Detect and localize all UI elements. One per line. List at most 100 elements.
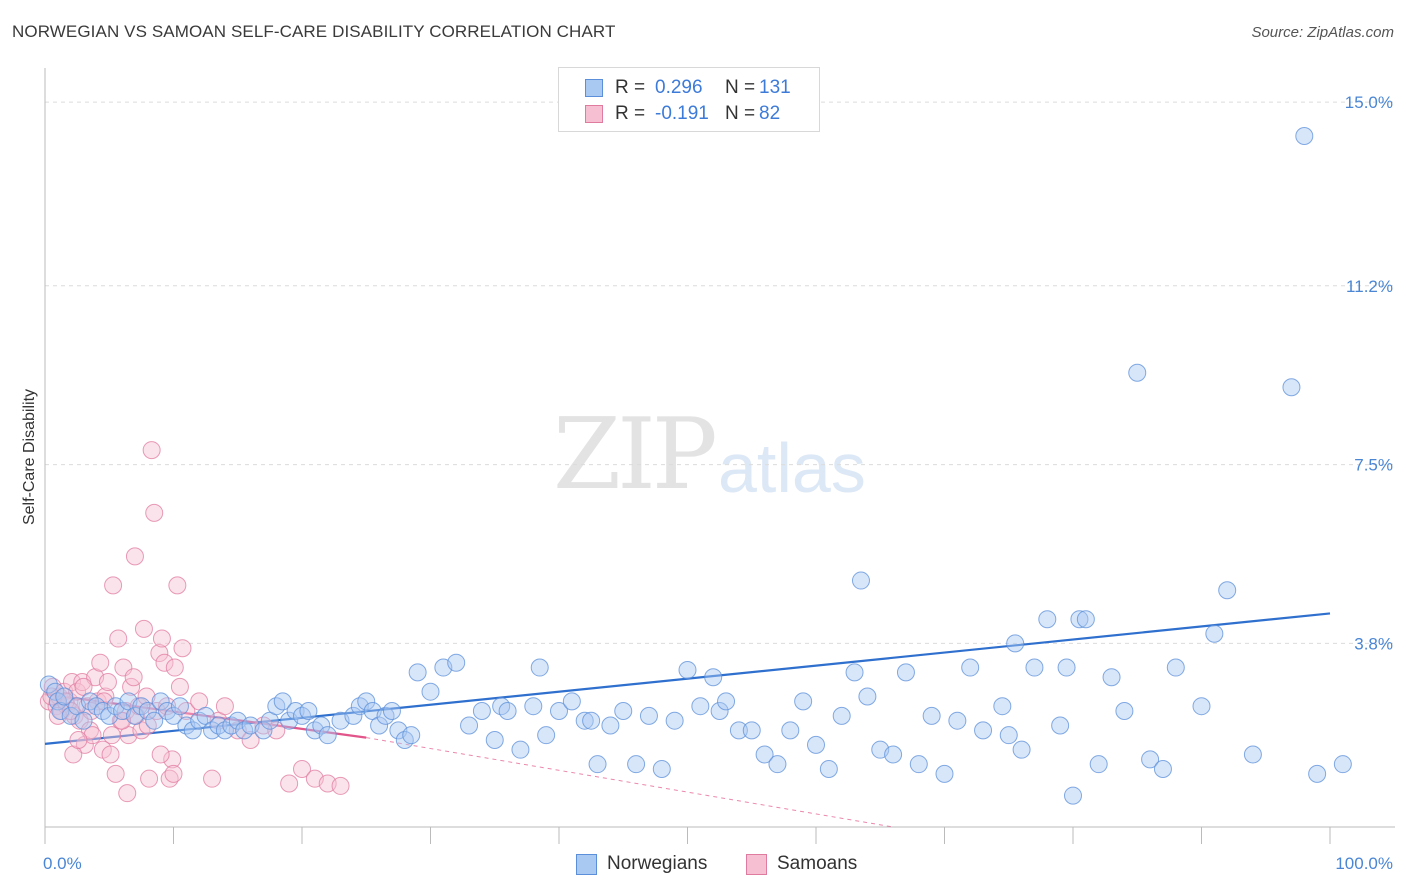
norwegians-point — [1295, 126, 1314, 145]
norwegians-point — [344, 706, 363, 725]
norwegians-point — [1192, 697, 1211, 716]
norwegians-point — [254, 721, 273, 740]
norwegians-point — [974, 721, 993, 740]
correlation-legend: R = 0.296 N = 131 R = -0.191 N = 82 — [558, 67, 820, 132]
norwegians-point — [710, 702, 729, 721]
samoans-point — [134, 619, 153, 638]
samoans-point — [150, 644, 169, 663]
x-tick-label-max: 100.0% — [1335, 854, 1393, 873]
norwegians-point — [935, 764, 954, 783]
norwegians-point — [729, 721, 748, 740]
norwegians-point — [858, 687, 877, 706]
samoans-point — [140, 769, 159, 788]
samoans-point — [241, 731, 260, 750]
samoans-point — [152, 629, 171, 648]
norwegians-point — [807, 735, 825, 754]
norwegians-point — [1057, 658, 1076, 677]
norwegians-point — [472, 702, 491, 721]
norwegians-point — [601, 716, 620, 735]
norwegians-point — [550, 702, 568, 721]
samoans-point — [125, 547, 144, 566]
samoans-point — [203, 769, 222, 788]
norwegians-point — [382, 702, 401, 721]
norwegians-point — [691, 697, 710, 716]
norwegians-point — [1333, 755, 1352, 774]
norwegians-point — [498, 702, 517, 721]
norwegians-point — [961, 658, 980, 677]
samoans-point — [137, 687, 156, 706]
norwegians-point — [588, 755, 607, 774]
gridlines — [45, 101, 1395, 644]
norwegians-point — [768, 755, 787, 774]
samoans-point — [124, 668, 143, 687]
chart-title: NORWEGIAN VS SAMOAN SELF-CARE DISABILITY… — [12, 22, 616, 41]
samoans-point — [106, 764, 125, 783]
samoans-point — [165, 658, 184, 677]
norwegians-point — [1102, 668, 1121, 687]
samoans-point — [155, 653, 174, 672]
norwegians-point — [1308, 764, 1327, 783]
norwegians-point — [819, 760, 838, 779]
norwegians-point — [357, 692, 376, 711]
norwegians-point — [460, 716, 479, 735]
watermark-atlas: atlas — [718, 429, 866, 507]
norwegians-point — [151, 692, 170, 711]
samoans-point — [109, 629, 128, 648]
samoans-point — [98, 673, 117, 692]
samoans-point — [62, 673, 81, 692]
norwegians-point — [614, 702, 633, 721]
norwegians-point — [421, 682, 440, 701]
norwegians-point — [652, 760, 671, 779]
samoans-point — [168, 576, 187, 595]
norwegians-point — [884, 745, 903, 764]
norwegians-point — [164, 706, 183, 725]
norwegians-point — [1051, 716, 1070, 735]
norwegians-point — [896, 663, 915, 682]
norwegians-point — [781, 721, 800, 740]
samoans-point — [118, 784, 137, 803]
legend-item-norwegians[interactable]: Norwegians — [576, 852, 707, 876]
norwegians-point — [318, 726, 337, 745]
norwegians-point — [370, 716, 389, 735]
norwegians-point — [948, 711, 967, 730]
samoans-point — [173, 639, 192, 658]
tick-labels: 3.8% 7.5% 11.2% 15.0% 0.0% 100.0% — [43, 93, 1393, 873]
legend-r-label: R = — [615, 77, 646, 98]
legend-item-samoans[interactable]: Samoans — [746, 852, 857, 876]
samoans-point — [215, 697, 234, 716]
y-axis-label: Self-Care Disability — [21, 388, 38, 526]
samoans-point — [280, 774, 299, 793]
norwegians-point — [74, 711, 93, 730]
y-tick-label: 15.0% — [1345, 93, 1393, 112]
samoans-point — [142, 441, 161, 460]
legend-swatch-norwegians — [585, 79, 603, 97]
norwegians-point — [582, 711, 601, 730]
samoans-point — [91, 653, 110, 672]
norwegians-point — [1243, 745, 1262, 764]
norwegians-point — [639, 706, 658, 725]
samoans-point — [151, 745, 170, 764]
legend-r-value: -0.191 — [655, 103, 709, 124]
norwegians-point — [1166, 658, 1185, 677]
samoans-point — [102, 726, 121, 745]
watermark-zip: ZIP — [553, 398, 718, 512]
norwegians-point — [1076, 610, 1095, 629]
axes — [44, 68, 1395, 844]
norwegians-point — [1064, 786, 1082, 805]
norwegians-point — [447, 653, 466, 672]
norwegians-point — [909, 755, 928, 774]
y-tick-label: 3.8% — [1354, 634, 1393, 653]
legend-r-label: R = — [615, 103, 646, 124]
norwegians-point — [273, 692, 292, 711]
norwegians-point — [312, 716, 331, 735]
norwegians-point — [1025, 658, 1044, 677]
norwegians-point — [530, 658, 549, 677]
norwegians-point — [1218, 581, 1237, 600]
norwegians-point — [1089, 755, 1108, 774]
samoans-point — [267, 721, 286, 740]
y-tick-label: 11.2% — [1346, 277, 1393, 296]
norwegians-point — [408, 663, 427, 682]
norwegians-point — [1141, 750, 1160, 769]
norwegians-point — [183, 721, 202, 740]
